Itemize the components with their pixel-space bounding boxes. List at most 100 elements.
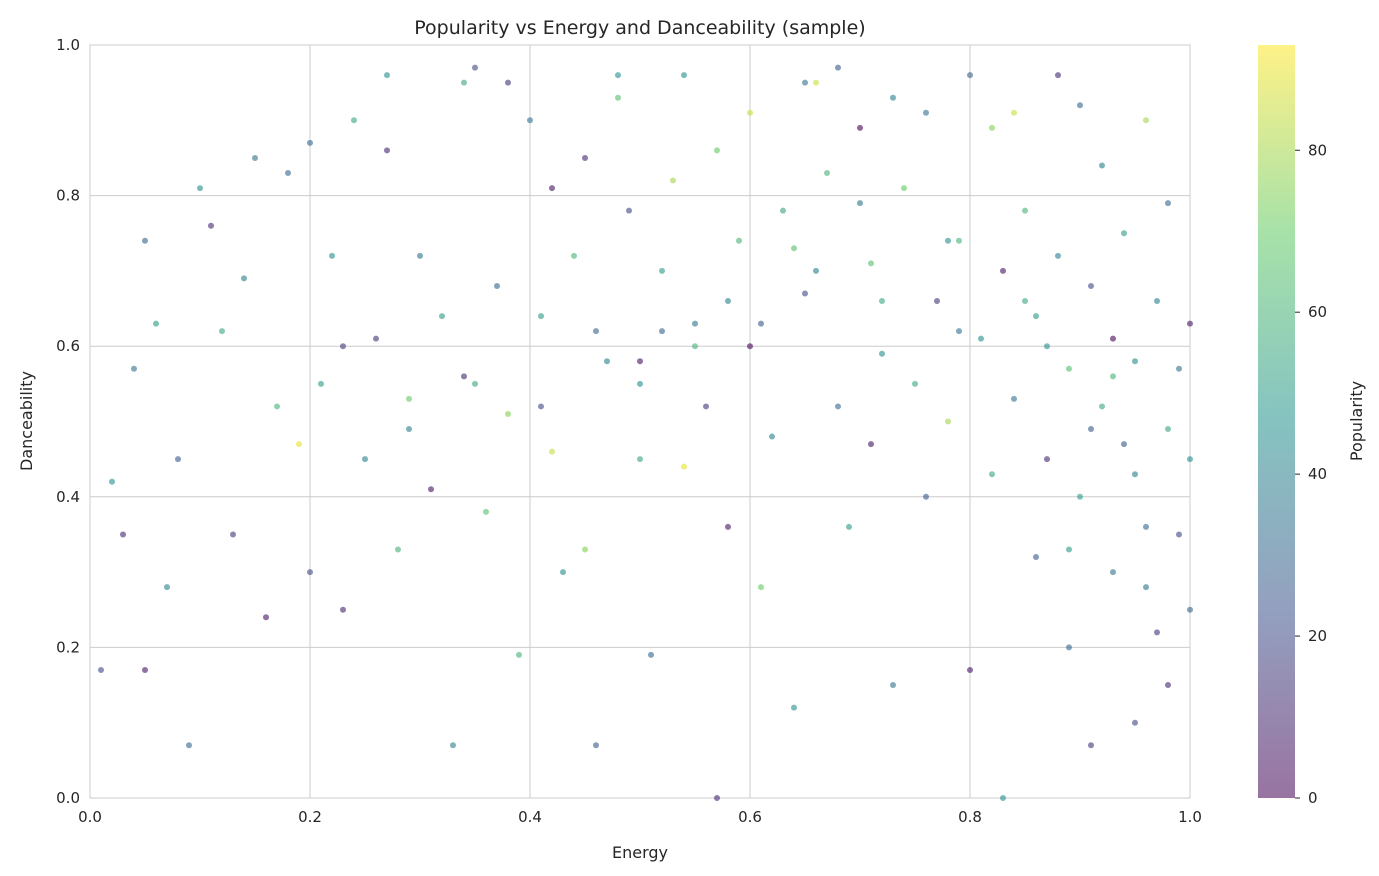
scatter-point [1121,441,1127,448]
scatter-point [1110,373,1116,380]
scatter-point [307,139,313,146]
scatter-point [978,335,984,342]
scatter-point [824,170,830,177]
scatter-point [1077,493,1083,500]
scatter-point [1099,162,1105,169]
scatter-point [1132,471,1138,478]
scatter-point [307,569,313,576]
scatter-point [538,313,544,320]
scatter-point [1132,719,1138,726]
scatter-point [296,441,302,448]
grid [89,44,1191,799]
scatter-point [956,328,962,335]
scatter-point [637,358,643,365]
scatter-point [230,531,236,538]
scatter-point [208,222,214,229]
scatter-point [659,328,665,335]
scatter-point [450,742,456,749]
scatter-point [835,403,841,410]
x-tick-label: 0.6 [738,808,762,826]
scatter-point [637,456,643,463]
scatter-point [703,403,709,410]
scatter-point [648,651,654,658]
scatter-point [164,584,170,591]
scatter-point [351,117,357,124]
scatter-point [373,335,379,342]
scatter-point [131,365,137,372]
y-axis-label: Danceability [17,371,36,471]
scatter-point [901,185,907,192]
scatter-point [714,795,720,801]
scatter-point [538,403,544,410]
x-tick-label: 0.4 [518,808,542,826]
y-tick-label: 0.2 [56,638,80,656]
scatter-point [967,666,973,673]
scatter-point [879,298,885,305]
colorbar-label: Popularity [1347,381,1366,461]
scatter-point [560,569,566,576]
y-ticks: 0.0 0.2 0.4 0.6 0.8 1.0 [56,36,80,807]
scatter-point [1187,606,1193,613]
scatter-point [362,456,368,463]
scatter-point [1176,365,1182,372]
scatter-point [1110,335,1116,342]
scatter-point [1176,531,1182,538]
colorbar [1258,45,1295,798]
scatter-point [615,94,621,101]
scatter-point [758,320,764,327]
scatter-point [1121,230,1127,237]
scatter-point [1099,403,1105,410]
scatter-point [1077,102,1083,109]
scatter-point [1000,267,1006,274]
scatter-point [186,742,192,749]
x-tick-label: 1.0 [1178,808,1202,826]
scatter-point [604,358,610,365]
scatter-point [472,64,478,71]
scatter-point [780,207,786,214]
scatter-point [747,109,753,116]
scatter-point [835,64,841,71]
scatter-point [857,124,863,131]
scatter-point [406,395,412,402]
scatter-point [791,245,797,252]
scatter-point [890,94,896,101]
scatter-point [989,471,995,478]
scatter-point [340,606,346,613]
scatter-point [802,290,808,297]
scatter-point [472,380,478,387]
scatter-point [769,433,775,440]
scatter-point [197,185,203,192]
scatter-point [219,328,225,335]
scatter-point [945,418,951,425]
scatter-point [340,343,346,350]
scatter-point [637,380,643,387]
scatter-point [989,124,995,131]
x-axis-label: Energy [612,843,668,862]
scatter-point [1066,365,1072,372]
scatter-point [681,463,687,470]
x-tick-label: 0.2 [298,808,322,826]
scatter-point [692,320,698,327]
scatter-point [263,614,269,621]
scatter-point [582,154,588,161]
scatter-point [791,704,797,711]
scatter-point [1110,569,1116,576]
scatter-point [318,380,324,387]
scatter-point [1143,117,1149,124]
scatter-point [593,328,599,335]
scatter-point [923,493,929,500]
scatter-point [549,448,555,455]
scatter-point [98,666,104,673]
scatter-point [428,486,434,493]
scatter-point [153,320,159,327]
scatter-point [1055,252,1061,259]
scatter-point [714,147,720,154]
scatter-point [1154,298,1160,305]
scatter-point [384,72,390,79]
scatter-point [571,252,577,259]
colorbar-tick-label: 0 [1308,789,1318,807]
scatter-point [252,154,258,161]
scatter-point [241,275,247,282]
scatter-point [142,237,148,244]
